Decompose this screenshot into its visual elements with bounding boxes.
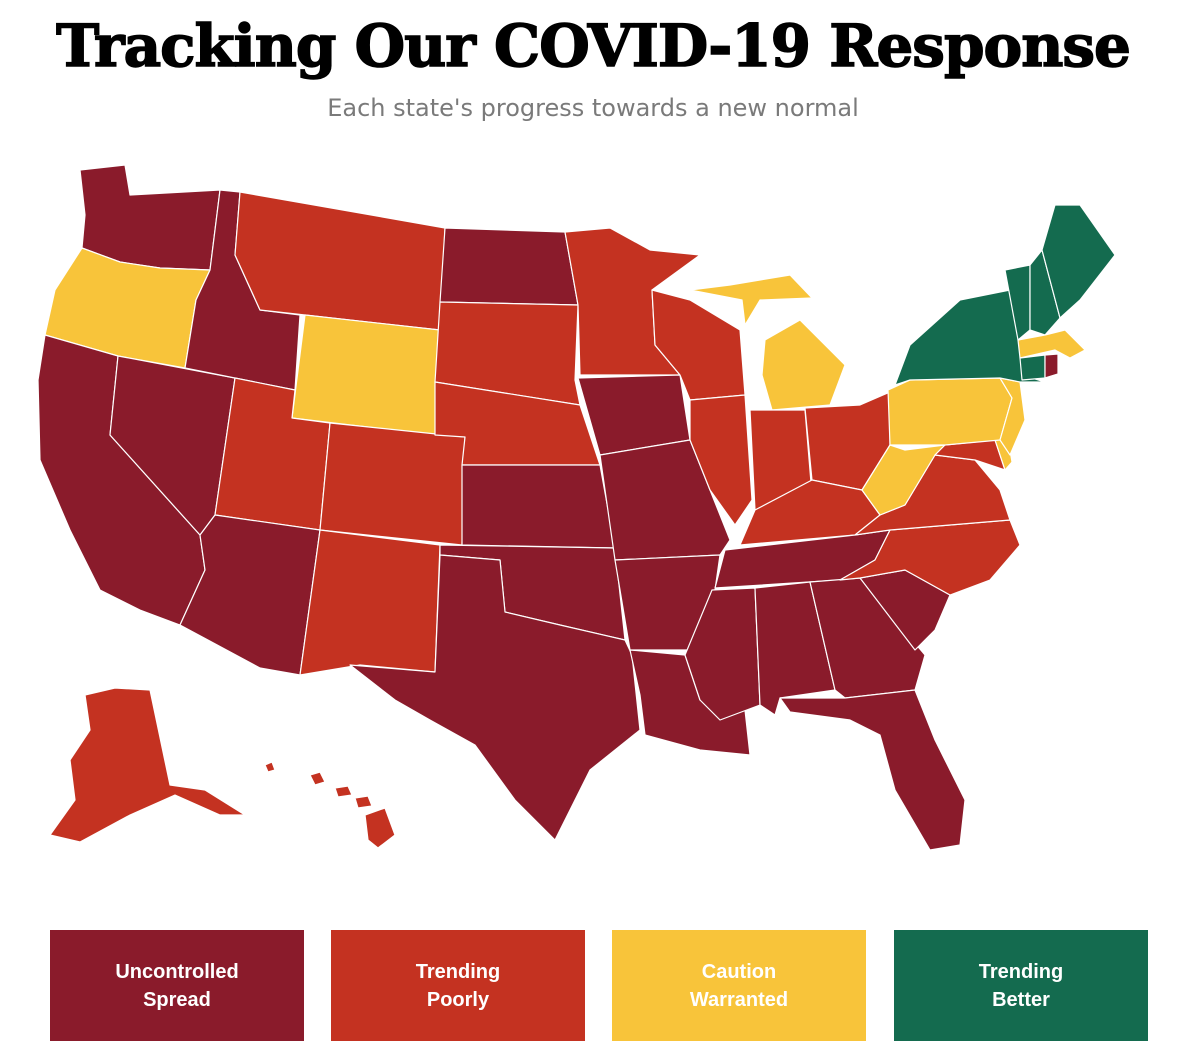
state-fl[interactable] — [779, 689, 966, 851]
state-ma[interactable] — [1017, 329, 1086, 359]
state-ri[interactable] — [1044, 353, 1059, 379]
state-hi[interactable] — [264, 761, 396, 849]
legend-trending-better: Trending Better — [894, 930, 1148, 1041]
state-ak[interactable] — [49, 687, 246, 843]
state-ct[interactable] — [1019, 354, 1046, 381]
state-mt[interactable] — [234, 191, 446, 331]
legend-label-trending-better: Trending Better — [978, 960, 1064, 1011]
legend-label-caution-warranted: Caution Warranted — [689, 960, 789, 1011]
state-pa[interactable] — [887, 377, 1013, 446]
legend-uncontrolled-spread: Uncontrolled Spread — [50, 930, 304, 1041]
legend-trending-poorly: Trending Poorly — [331, 930, 585, 1041]
state-wy[interactable] — [291, 314, 441, 436]
state-nh[interactable] — [1029, 249, 1061, 336]
us-states-map — [37, 164, 1116, 851]
state-wa[interactable] — [79, 164, 221, 271]
state-nd[interactable] — [439, 227, 579, 306]
page-title: Tracking Our COVID-19 Response — [55, 11, 1131, 81]
state-ks[interactable] — [461, 464, 616, 549]
legend-label-trending-poorly: Trending Poorly — [415, 960, 501, 1011]
state-sd[interactable] — [434, 301, 581, 406]
legend-label-uncontrolled-spread: Uncontrolled Spread — [115, 960, 239, 1011]
state-il[interactable] — [689, 394, 753, 526]
page-subtitle: Each state's progress towards a new norm… — [327, 94, 859, 122]
state-co[interactable] — [319, 422, 466, 546]
state-az[interactable] — [179, 514, 321, 676]
state-nc[interactable] — [839, 519, 1021, 596]
state-mi[interactable] — [689, 274, 846, 411]
state-me[interactable] — [1041, 204, 1116, 319]
legend-caution-warranted: Caution Warranted — [612, 930, 866, 1041]
state-tx[interactable] — [349, 554, 641, 841]
state-nm[interactable] — [299, 529, 441, 676]
